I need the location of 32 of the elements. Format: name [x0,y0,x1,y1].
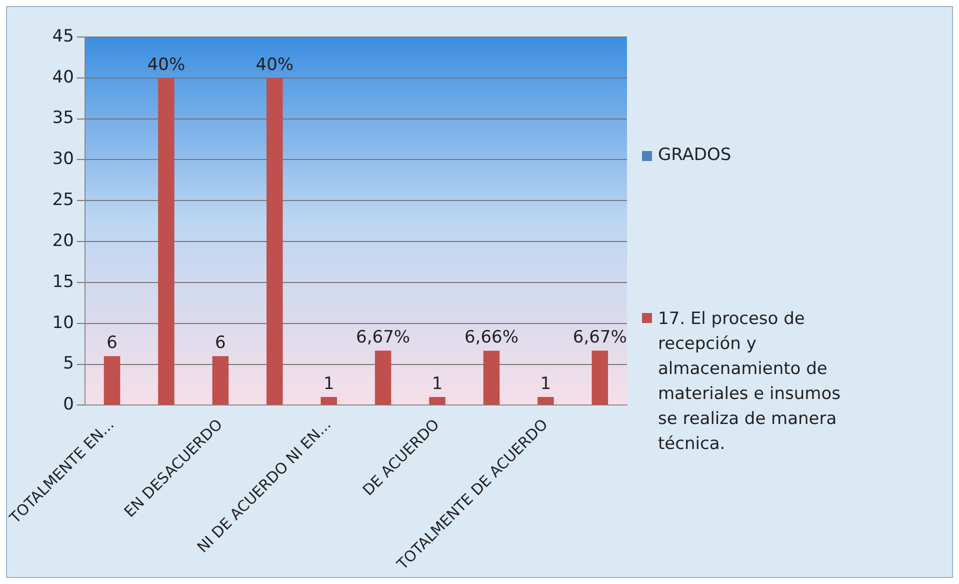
legend-label: 17. El proceso de recepción y almacenamiento de materiales e insumos se realiza de manera técnica. [658,308,842,456]
y-tick-label: 30 [52,149,74,170]
y-tick-label: 15 [52,272,74,292]
data-label: 6,67% [356,328,410,348]
data-label: 6,66% [464,328,518,348]
bar [538,397,554,405]
y-tick-label: 45 [52,26,74,46]
bar [592,350,608,405]
data-label: 6 [215,333,226,354]
y-tick-label: 20 [52,230,74,251]
bar [266,78,283,405]
bar [320,397,337,405]
data-label: 6 [106,333,118,354]
data-label: 6,67% [572,328,627,348]
data-label: 1 [432,374,443,394]
y-tick-label: 40 [52,67,74,88]
bar [104,356,120,405]
y-tick-label: 0 [63,394,74,415]
legend-label: GRADOS [658,145,732,165]
data-label: 40% [256,54,294,75]
bar [374,350,392,405]
data-label: 1 [323,374,334,394]
bar [212,356,229,405]
bar [158,78,174,405]
data-label: 1 [540,374,552,394]
y-tick-label: 25 [52,190,74,210]
y-tick-label: 35 [52,108,74,128]
y-tick-label: 5 [63,354,74,374]
bar [483,350,500,405]
y-tick-label: 10 [52,312,74,333]
bar [429,397,446,405]
data-label: 40% [147,54,186,75]
